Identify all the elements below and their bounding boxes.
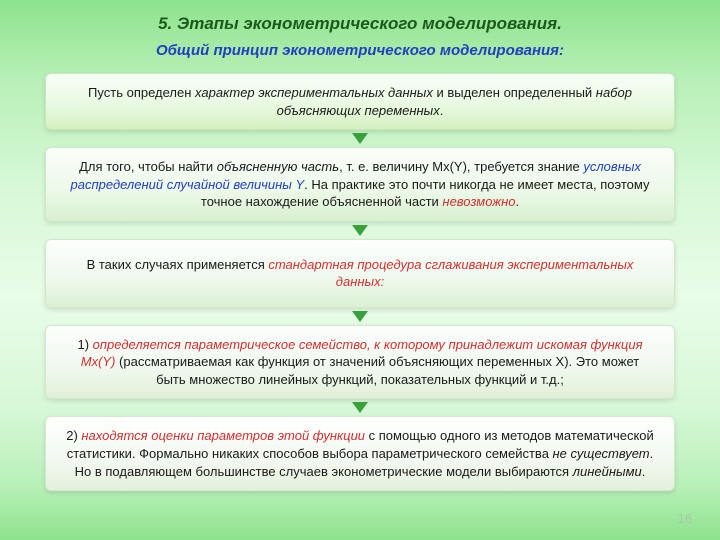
text: . [515, 194, 519, 209]
italic-text: объясненную часть [217, 159, 339, 174]
text: и выделен определенный [433, 85, 596, 100]
step-card-4: 1) определяется параметрическое семейств… [45, 325, 675, 400]
arrow-down-icon [352, 311, 368, 322]
text: . [440, 103, 444, 118]
step-card-3: В таких случаях применяется стандартная … [45, 239, 675, 308]
arrow-down-icon [352, 133, 368, 144]
text: В таких случаях применяется [87, 257, 269, 272]
italic-text: характер экспериментальных данных [195, 85, 433, 100]
highlight-red: находятся оценки параметров этой функции [81, 428, 365, 443]
text: 2) [66, 428, 81, 443]
flow-container: Пусть определен характер экспериментальн… [40, 73, 680, 491]
highlight-red: невозможно [442, 194, 515, 209]
text: 1) [77, 337, 92, 352]
text: Для того, чтобы найти [79, 159, 217, 174]
text: Пусть определен [88, 85, 195, 100]
page-number: 16 [678, 511, 692, 526]
highlight-red: стандартная процедура сглаживания экспер… [268, 257, 633, 290]
slide-subtitle: Общий принцип эконометрического моделиро… [40, 42, 680, 59]
arrow-down-icon [352, 225, 368, 236]
italic-text: линейными [573, 464, 642, 479]
italic-text: не существует [553, 446, 650, 461]
step-card-2: Для того, чтобы найти объясненную часть,… [45, 147, 675, 222]
step-card-5: 2) находятся оценки параметров этой функ… [45, 416, 675, 491]
slide-title: 5. Этапы эконометрического моделирования… [40, 14, 680, 34]
arrow-down-icon [352, 402, 368, 413]
text: , т. е. величину Мх(Y), требуется знание [339, 159, 583, 174]
step-card-1: Пусть определен характер экспериментальн… [45, 73, 675, 130]
text: . [642, 464, 646, 479]
text: (рассматриваемая как функция от значений… [115, 354, 639, 387]
